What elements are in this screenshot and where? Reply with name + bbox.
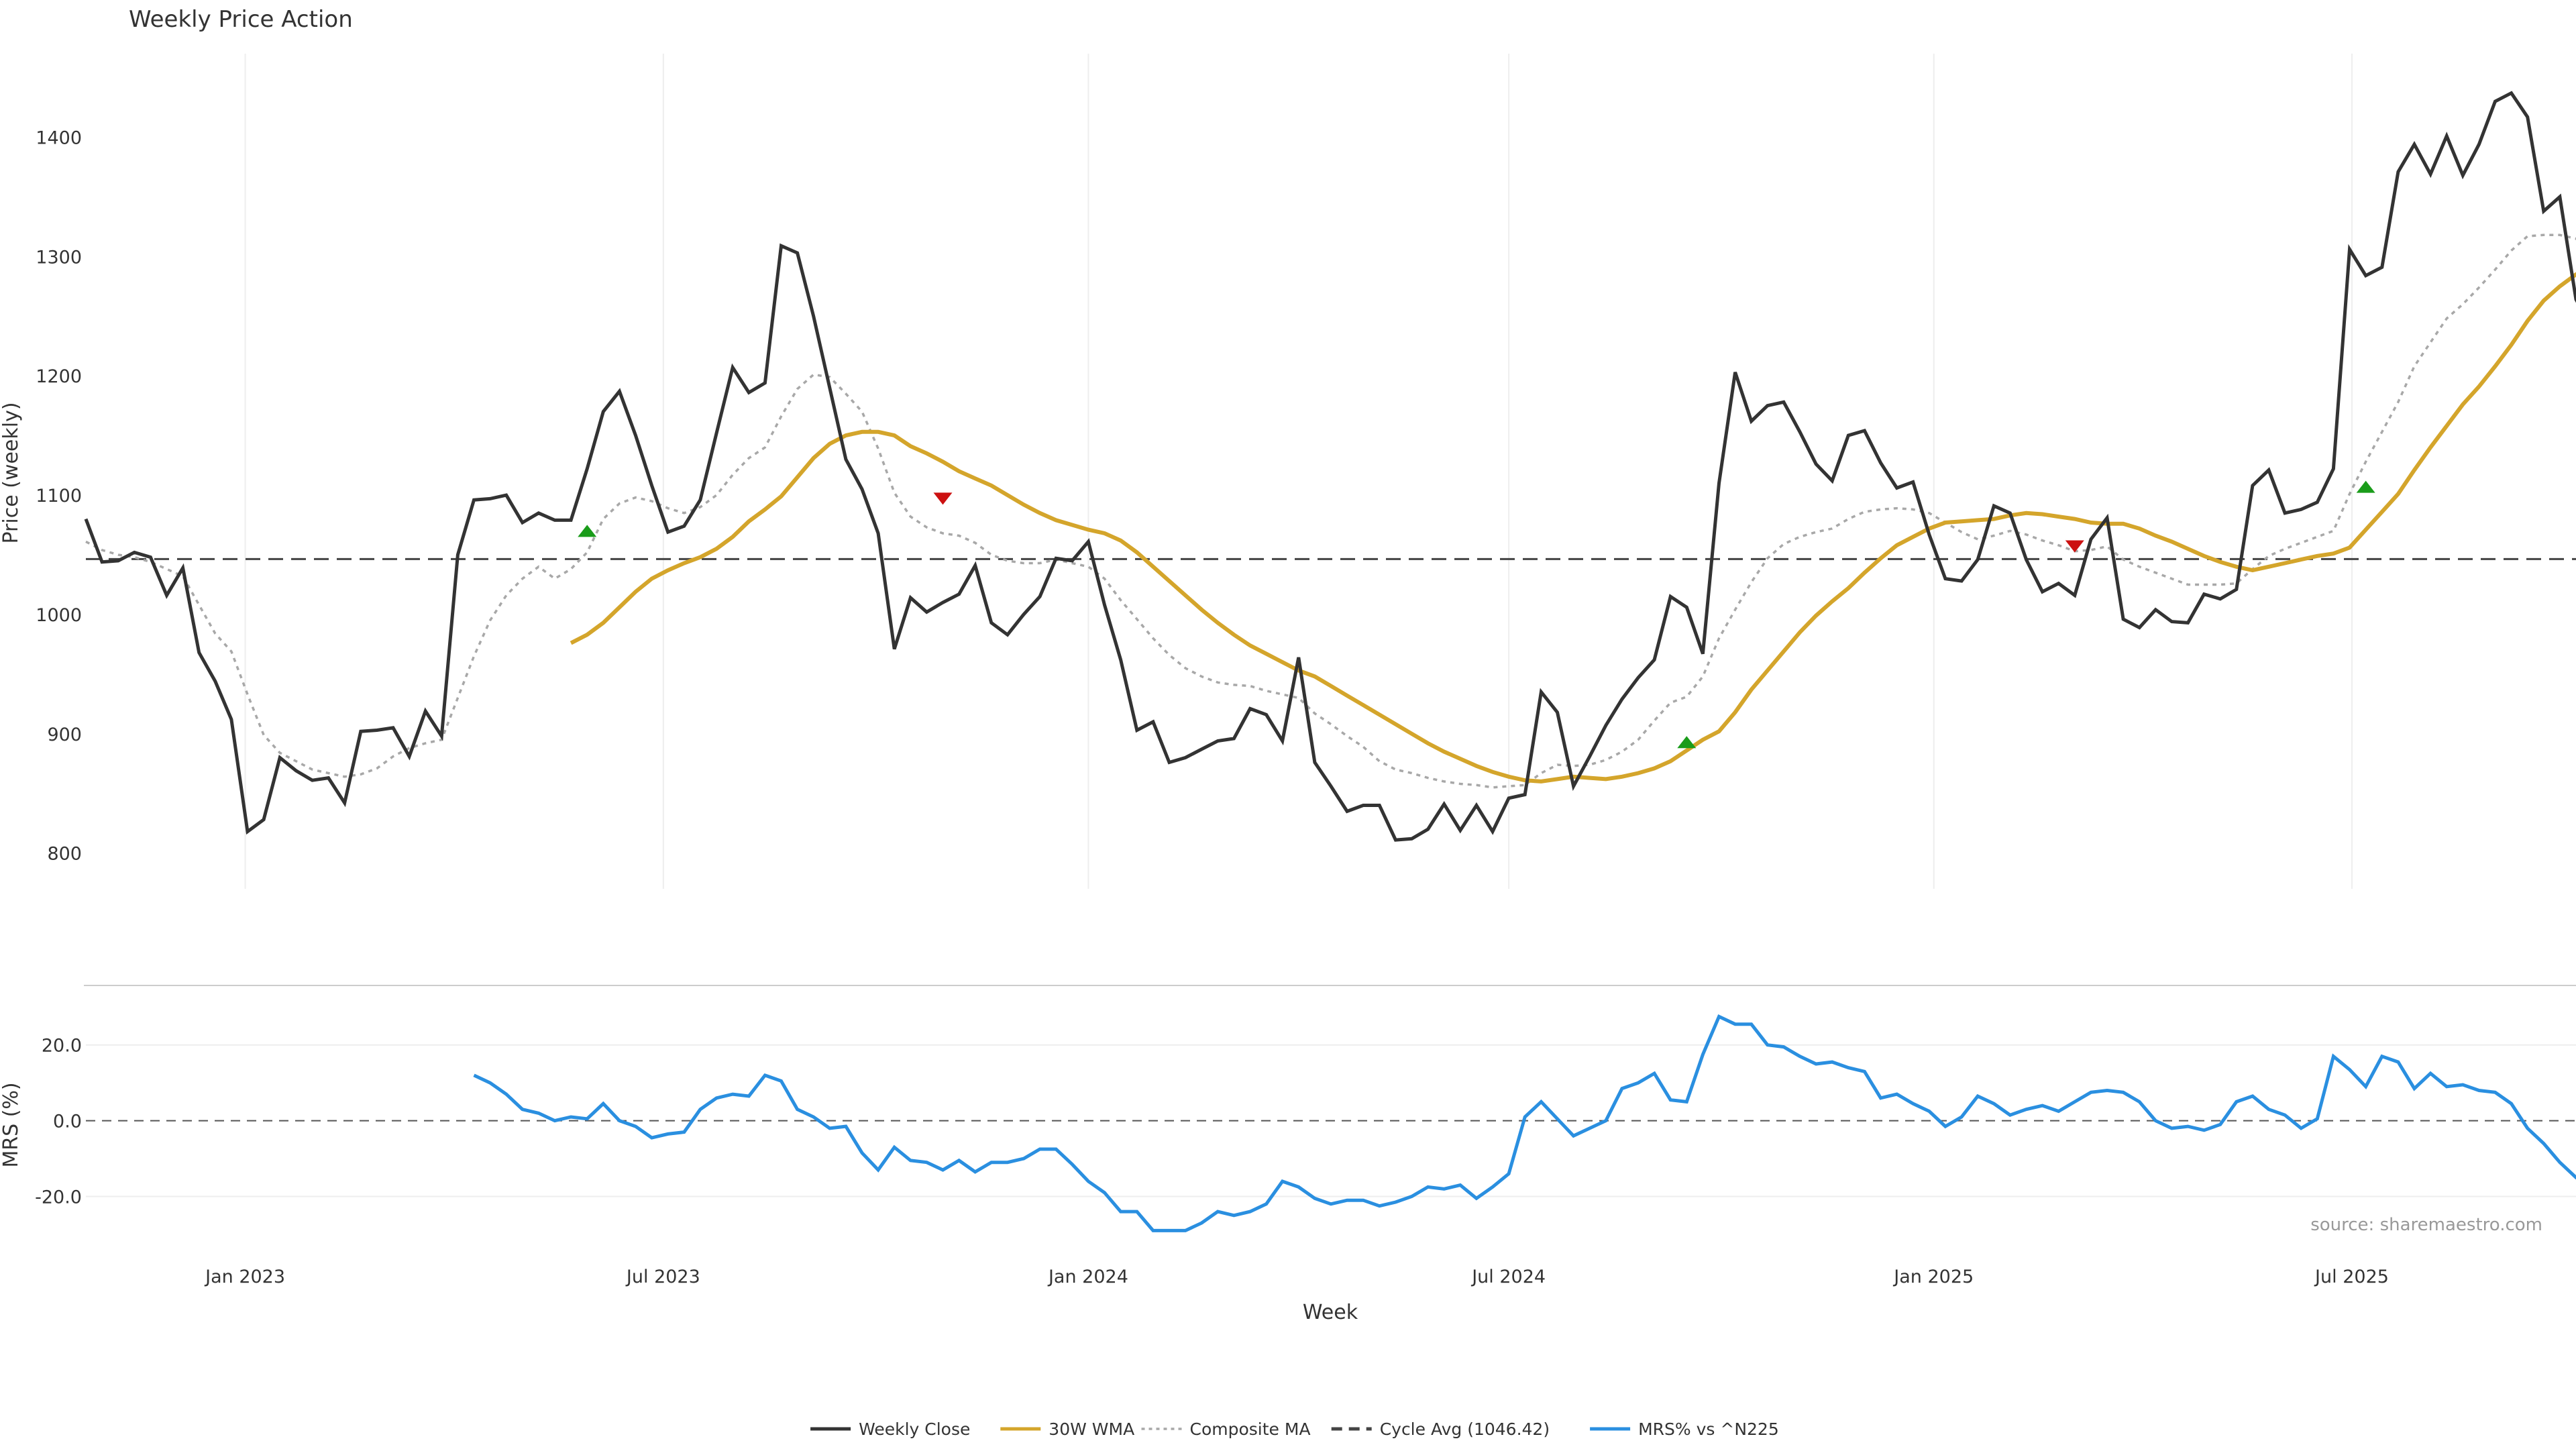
signal-sell-1 — [933, 492, 953, 505]
price-y-tick-4: 1200 — [36, 366, 82, 387]
x-tick-3: Jul 2024 — [1470, 1267, 1546, 1287]
price-grid — [244, 54, 2353, 889]
composite-ma-line — [85, 233, 2576, 789]
mrs-y-tick-0: -20.0 — [35, 1187, 82, 1208]
legend-label-wma: 30W WMA — [1049, 1419, 1134, 1439]
x-tick-0: Jan 2023 — [204, 1267, 285, 1287]
signal-buy-4 — [2356, 480, 2375, 493]
weekly-close-line — [84, 91, 2576, 842]
mrs-y-tick-labels: -20.0 0.0 20.0 — [35, 1036, 82, 1208]
price-y-tick-6: 1400 — [36, 128, 82, 149]
price-y-axis-label: Price (weekly) — [0, 402, 23, 543]
x-tick-4: Jan 2025 — [1892, 1267, 1974, 1287]
mrs-grid — [86, 1044, 2576, 1197]
x-tick-labels: Jan 2023 Jul 2023 Jan 2024 Jul 2024 Jan 2025… — [204, 1267, 2389, 1287]
mrs-y-tick-2: 20.0 — [42, 1036, 82, 1057]
x-tick-2: Jan 2024 — [1047, 1267, 1128, 1287]
legend-label-cycle: Cycle Avg (1046.42) — [1380, 1419, 1550, 1439]
legend-label-close: Weekly Close — [859, 1419, 970, 1439]
price-y-tick-1: 900 — [47, 724, 82, 745]
price-y-tick-2: 1000 — [36, 605, 82, 626]
signal-markers — [578, 480, 2375, 749]
price-y-tick-5: 1300 — [36, 247, 82, 268]
mrs-y-axis-label: MRS (%) — [0, 1082, 23, 1167]
x-axis-label: Week — [1303, 1301, 1358, 1324]
price-y-tick-0: 800 — [47, 844, 82, 865]
price-y-tick-3: 1100 — [36, 486, 82, 506]
chart-title: Weekly Price Action — [129, 6, 353, 33]
price-y-tick-labels: 800 900 1000 1100 1200 1300 1400 — [36, 128, 82, 865]
mrs-y-tick-1: 0.0 — [53, 1112, 82, 1132]
signal-sell-3 — [2065, 540, 2084, 553]
signal-buy-2 — [1677, 736, 1697, 749]
legend-label-mrs: MRS% vs ^N225 — [1638, 1419, 1779, 1439]
wma-30-line — [570, 272, 2576, 784]
source-note: source: sharemaestro.com — [2310, 1215, 2542, 1235]
x-tick-5: Jul 2025 — [2314, 1267, 2389, 1287]
signal-buy-0 — [578, 525, 597, 537]
x-tick-1: Jul 2023 — [625, 1267, 700, 1287]
mrs-line — [473, 1014, 2576, 1232]
legend-label-composite: Composite MA — [1190, 1419, 1311, 1439]
legend: Weekly Close 30W WMA Composite MA Cycle Avg… — [810, 1419, 1779, 1439]
